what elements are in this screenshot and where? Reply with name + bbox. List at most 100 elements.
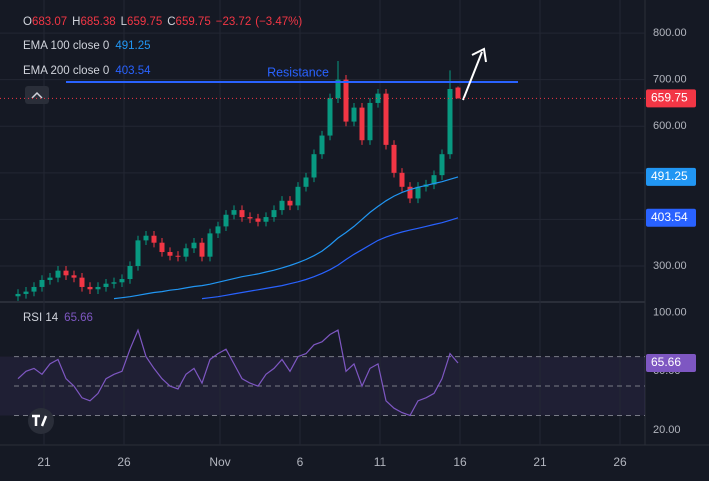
rsi-line	[17, 328, 459, 417]
legend-value: 403.54	[115, 65, 151, 77]
candle-body	[207, 233, 213, 257]
candle-body	[47, 277, 53, 280]
legend-key: C	[167, 16, 176, 28]
candle-body	[407, 186, 413, 199]
price-badge-label: 403.54	[651, 210, 688, 224]
candle-body	[23, 291, 29, 294]
legend-name: EMA 100 close 0	[23, 40, 110, 52]
candle-body	[311, 154, 317, 178]
candle-body	[255, 218, 261, 222]
ema-legend: EMA 200 close 0 403.54	[23, 65, 151, 77]
rsi-tick-label: 100.00	[653, 306, 687, 318]
price-badge	[646, 167, 696, 186]
x-tick-label: 26	[613, 455, 627, 469]
resistance-label: Resistance	[267, 65, 329, 79]
candle-body	[95, 286, 101, 290]
ema-line	[113, 176, 459, 300]
y-tick-label: 600.00	[653, 120, 687, 132]
candle-body	[239, 210, 245, 218]
legend-change-pct: (−3.47%)	[255, 16, 303, 28]
candle-body	[143, 235, 149, 241]
legend-value: 65.66	[64, 312, 93, 324]
candle-body	[335, 79, 341, 99]
logo	[28, 408, 54, 434]
candle-body	[415, 186, 421, 199]
candle-body	[399, 172, 405, 187]
legend-change: −23.72	[215, 16, 252, 28]
collapse-button	[25, 86, 49, 104]
candle-body	[175, 255, 181, 257]
ema-line	[201, 217, 459, 300]
y-tick-label: 300.00	[653, 260, 687, 272]
candle-body	[167, 252, 173, 256]
price-badge-label: 65.66	[651, 355, 681, 369]
candle-body	[351, 107, 357, 122]
candle-body	[135, 240, 141, 266]
legend-name: EMA 200 close 0	[23, 65, 110, 77]
legend-name: RSI 14	[23, 312, 59, 324]
candle-body	[111, 282, 117, 284]
price-badge	[646, 353, 696, 372]
price-badge-label: 659.75	[651, 91, 688, 105]
x-tick-label: 21	[533, 455, 547, 469]
x-tick-label: 16	[453, 455, 467, 469]
candle-body	[87, 286, 93, 290]
ema-legend: EMA 100 close 0 491.25	[23, 40, 151, 52]
candle-body	[271, 210, 277, 218]
y-tick-label: 800.00	[653, 27, 687, 39]
rsi-legend: RSI 14 65.66	[23, 312, 93, 324]
candle-body	[71, 275, 77, 278]
candle-body	[127, 265, 133, 280]
legend-value: 659.75	[175, 16, 211, 28]
candle-body	[79, 277, 85, 287]
candle-body	[151, 235, 157, 243]
legend-key: L	[120, 16, 128, 28]
ohlc-legend: O 683.07 H 685.38 L 659.75 C 659.75 −23.72 (−3.47…	[23, 16, 302, 28]
candle-body	[455, 87, 461, 99]
candle-body	[439, 154, 445, 176]
chevron	[31, 91, 43, 99]
price-badge	[646, 89, 696, 108]
x-tick-label: Nov	[209, 455, 230, 469]
candle-body	[391, 144, 397, 173]
candle-body	[159, 242, 165, 253]
candle-body	[447, 88, 453, 155]
legend-value: 683.07	[31, 16, 68, 28]
candle-body	[327, 98, 333, 136]
candle-body	[431, 175, 437, 185]
price-badge	[646, 208, 696, 227]
candle-body	[199, 242, 205, 257]
candle-body	[375, 93, 381, 103]
arrow	[462, 47, 487, 101]
candle-body	[359, 107, 365, 141]
candle-body	[263, 217, 269, 222]
candle-body	[319, 135, 325, 155]
x-tick-label: 26	[117, 455, 131, 469]
candle-body	[279, 200, 285, 211]
candle-body	[247, 217, 253, 219]
candle-body	[367, 102, 373, 141]
candle-body	[103, 283, 109, 287]
legend-key: O	[23, 16, 32, 28]
candle-body	[287, 200, 293, 206]
legend-value: 685.38	[80, 16, 116, 28]
candle-body	[119, 279, 125, 283]
legend-value: 659.75	[127, 16, 163, 28]
candle-body	[215, 226, 221, 234]
legend-value: 491.25	[115, 40, 151, 52]
candle-body	[15, 293, 21, 297]
price-badge-label: 491.25	[651, 169, 688, 183]
candle-body	[55, 270, 61, 278]
rsi-tick-label: 20.00	[653, 424, 681, 436]
x-tick-label: 6	[297, 455, 304, 469]
candle-body	[63, 270, 69, 276]
y-tick-label: 700.00	[653, 74, 687, 86]
candle-body	[223, 214, 229, 227]
logo-mark	[32, 414, 48, 427]
candle-body	[39, 279, 45, 287]
x-tick-label: 11	[374, 455, 387, 469]
candle-body	[383, 93, 389, 145]
